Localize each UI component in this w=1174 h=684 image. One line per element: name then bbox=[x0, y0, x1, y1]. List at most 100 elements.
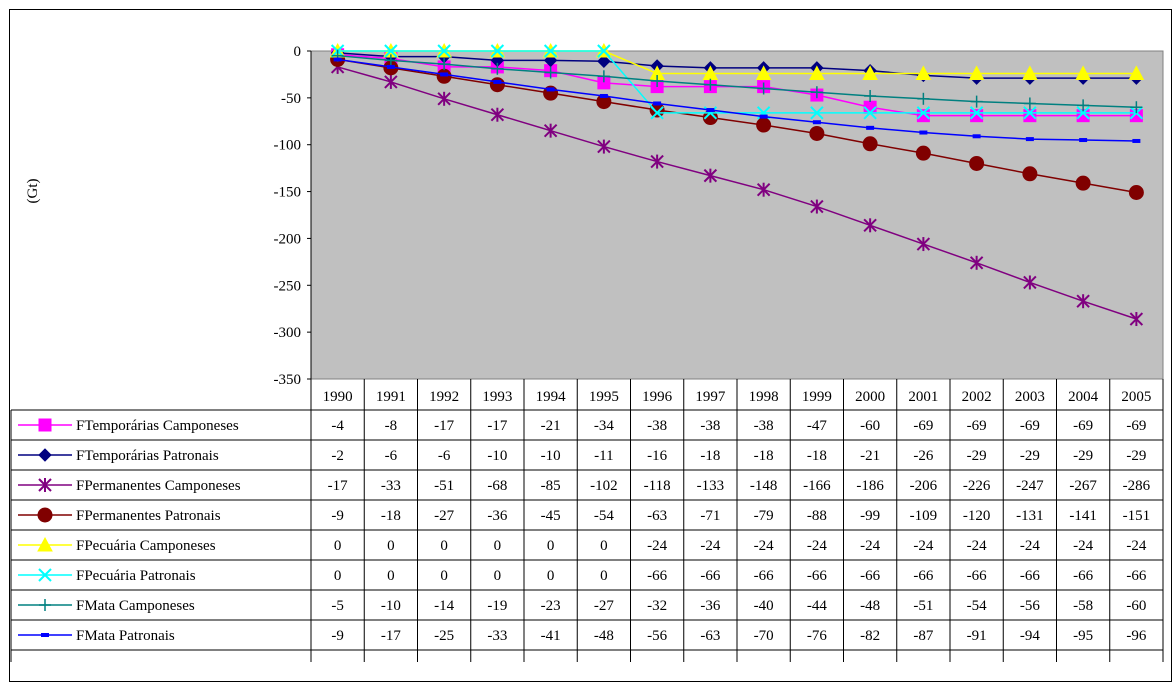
marker-diamond bbox=[597, 54, 611, 69]
table-cell: -70 bbox=[754, 628, 774, 644]
marker-x bbox=[1023, 106, 1037, 120]
x-tick-label: 2005 bbox=[1121, 389, 1151, 405]
table-cell: -247 bbox=[1016, 478, 1044, 494]
table-cell: -58 bbox=[1073, 598, 1093, 614]
marker-x bbox=[810, 106, 824, 120]
table-cell: -17 bbox=[328, 478, 348, 494]
table-cell: -33 bbox=[381, 478, 401, 494]
table-cell: -88 bbox=[807, 508, 827, 524]
table-cell: -48 bbox=[860, 598, 880, 614]
table-cell: 0 bbox=[494, 568, 502, 584]
table-cell: -24 bbox=[860, 538, 880, 554]
table-cell: -91 bbox=[967, 628, 987, 644]
table-cell: -68 bbox=[487, 478, 507, 494]
marker-x bbox=[38, 568, 52, 582]
table-cell: -63 bbox=[700, 628, 720, 644]
marker-x bbox=[437, 44, 451, 58]
legend-label: FPecuária Patronais bbox=[76, 568, 196, 584]
table-cell: -51 bbox=[434, 478, 454, 494]
table-cell: -23 bbox=[541, 598, 561, 614]
marker-x bbox=[597, 44, 611, 58]
marker-square bbox=[38, 418, 52, 432]
legend-label: FPecuária Camponeses bbox=[76, 538, 216, 554]
table-cell: -66 bbox=[700, 568, 720, 584]
series-line bbox=[337, 66, 1137, 320]
table-cell: -120 bbox=[963, 508, 991, 524]
table-cell: -60 bbox=[1126, 598, 1146, 614]
table-cell: -8 bbox=[385, 418, 398, 434]
marker-x bbox=[490, 44, 505, 58]
series-7 bbox=[331, 49, 1143, 114]
marker-triangle bbox=[37, 536, 53, 552]
x-tick-label: 1995 bbox=[589, 389, 619, 405]
y-tick-label: -150 bbox=[274, 185, 302, 201]
table-cell: 0 bbox=[547, 538, 555, 554]
table-cell: -38 bbox=[700, 418, 720, 434]
legend-row-6: FPecuária Patronais 0 0 0 0 0 0 -66 -66 -66 -66 -66… bbox=[18, 568, 1147, 584]
legend-row-8: FMata Patronais -9 -17 -25 -33 -41 -48 -56 -63 -7… bbox=[18, 628, 1147, 644]
table-cell: -6 bbox=[385, 448, 398, 464]
table-cell: -45 bbox=[541, 508, 561, 524]
table-cell: -286 bbox=[1123, 478, 1151, 494]
x-tick-label: 2001 bbox=[908, 389, 938, 405]
table-cell: -56 bbox=[1020, 598, 1040, 614]
table-cell: -38 bbox=[754, 418, 774, 434]
table-cell: -131 bbox=[1016, 508, 1044, 524]
table-cell: -148 bbox=[750, 478, 778, 494]
x-tick-label: 1993 bbox=[482, 389, 512, 405]
y-tick-label: -250 bbox=[274, 278, 302, 294]
x-tick-label: 1996 bbox=[642, 389, 673, 405]
series-line bbox=[337, 58, 1137, 142]
table-cell: -226 bbox=[963, 478, 991, 494]
marker-triangle bbox=[1128, 65, 1145, 80]
table-cell: -38 bbox=[647, 418, 667, 434]
table-cell: -141 bbox=[1069, 508, 1097, 524]
table-cell: -24 bbox=[807, 538, 827, 554]
marker-triangle bbox=[755, 65, 772, 80]
series-line bbox=[337, 54, 1137, 108]
table-cell: -118 bbox=[644, 478, 671, 494]
table-cell: -51 bbox=[913, 598, 933, 614]
marker-x bbox=[1076, 106, 1090, 120]
table-cell: 0 bbox=[334, 568, 342, 584]
marker-triangle bbox=[809, 65, 825, 80]
table-cell: -18 bbox=[700, 448, 720, 464]
x-tick-label: 1991 bbox=[376, 389, 406, 405]
table-cell: -25 bbox=[434, 628, 454, 644]
table-cell: -19 bbox=[487, 598, 507, 614]
marker-circle bbox=[756, 117, 772, 133]
y-tick-label: -350 bbox=[274, 372, 302, 388]
table-cell: -66 bbox=[860, 568, 880, 584]
legend-row-1: FTemporárias Camponeses -4 -8 -17 -17 -21 -34 -… bbox=[18, 418, 1146, 434]
legend-label: FPermanentes Camponeses bbox=[76, 478, 241, 494]
marker-x bbox=[543, 44, 558, 58]
table-cell: -29 bbox=[1020, 448, 1040, 464]
table-cell: -166 bbox=[803, 478, 831, 494]
table-cell: -24 bbox=[1073, 538, 1093, 554]
chart-svg: 0-50-100-150-200-250-300-350(Gt)1990 1991… bbox=[10, 42, 1164, 662]
marker-triangle bbox=[1075, 65, 1091, 80]
table-cell: -36 bbox=[487, 508, 507, 524]
table-cell: -82 bbox=[860, 628, 880, 644]
table-cell: -34 bbox=[594, 418, 614, 434]
x-tick-label: 2002 bbox=[962, 389, 992, 405]
x-tick-label: 2004 bbox=[1068, 389, 1099, 405]
table-cell: -29 bbox=[1126, 448, 1146, 464]
marker-x bbox=[650, 106, 664, 120]
table-cell: -48 bbox=[594, 628, 614, 644]
marker-x bbox=[916, 106, 931, 120]
table-cell: -133 bbox=[697, 478, 725, 494]
table-cell: -63 bbox=[647, 508, 667, 524]
marker-circle bbox=[1022, 166, 1038, 182]
table-cell: 0 bbox=[440, 568, 448, 584]
y-tick-label: -200 bbox=[274, 231, 302, 247]
x-tick-label: 1999 bbox=[802, 389, 832, 405]
legend-label: FPermanentes Patronais bbox=[76, 508, 221, 524]
table-cell: 0 bbox=[440, 538, 448, 554]
legend-label: FTemporárias Camponeses bbox=[76, 418, 239, 434]
table-cell: -79 bbox=[754, 508, 774, 524]
marker-diamond bbox=[38, 448, 52, 462]
table-cell: -17 bbox=[487, 418, 507, 434]
table-cell: -151 bbox=[1123, 508, 1151, 524]
y-tick-label: 0 bbox=[294, 44, 302, 60]
